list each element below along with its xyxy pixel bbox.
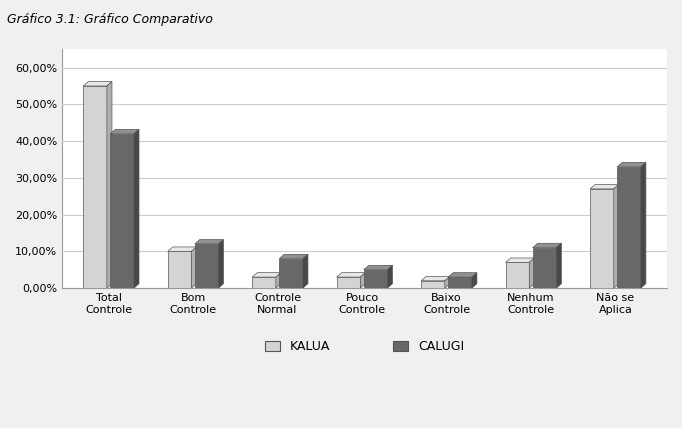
Polygon shape [387,265,392,288]
Polygon shape [252,273,281,277]
Polygon shape [472,273,477,288]
Text: Gráfico 3.1: Gráfico Comparativo: Gráfico 3.1: Gráfico Comparativo [7,13,213,26]
Polygon shape [445,276,450,288]
Polygon shape [279,259,303,288]
Polygon shape [83,82,112,86]
Polygon shape [195,240,224,244]
Polygon shape [134,129,139,288]
Polygon shape [614,184,619,288]
Polygon shape [364,270,387,288]
Polygon shape [303,254,308,288]
Polygon shape [168,247,196,251]
Polygon shape [83,86,107,288]
Polygon shape [110,129,139,134]
Polygon shape [590,189,614,288]
Polygon shape [360,273,366,288]
Polygon shape [617,163,646,167]
Polygon shape [448,273,477,277]
Polygon shape [110,134,134,288]
Polygon shape [505,258,535,262]
Polygon shape [252,277,276,288]
Polygon shape [421,281,445,288]
Polygon shape [337,277,360,288]
Polygon shape [168,251,192,288]
Polygon shape [448,277,472,288]
Legend: KALUA, CALUGI: KALUA, CALUGI [260,335,469,358]
Polygon shape [617,167,641,288]
Polygon shape [337,273,366,277]
Polygon shape [557,243,561,288]
Polygon shape [218,240,224,288]
Polygon shape [590,184,619,189]
Polygon shape [533,243,561,248]
Polygon shape [533,248,557,288]
Polygon shape [364,265,392,270]
Polygon shape [505,262,529,288]
Polygon shape [529,258,535,288]
Polygon shape [107,82,112,288]
Polygon shape [279,254,308,259]
Polygon shape [195,244,218,288]
Polygon shape [421,276,450,281]
Polygon shape [641,163,646,288]
Polygon shape [276,273,281,288]
Polygon shape [192,247,196,288]
